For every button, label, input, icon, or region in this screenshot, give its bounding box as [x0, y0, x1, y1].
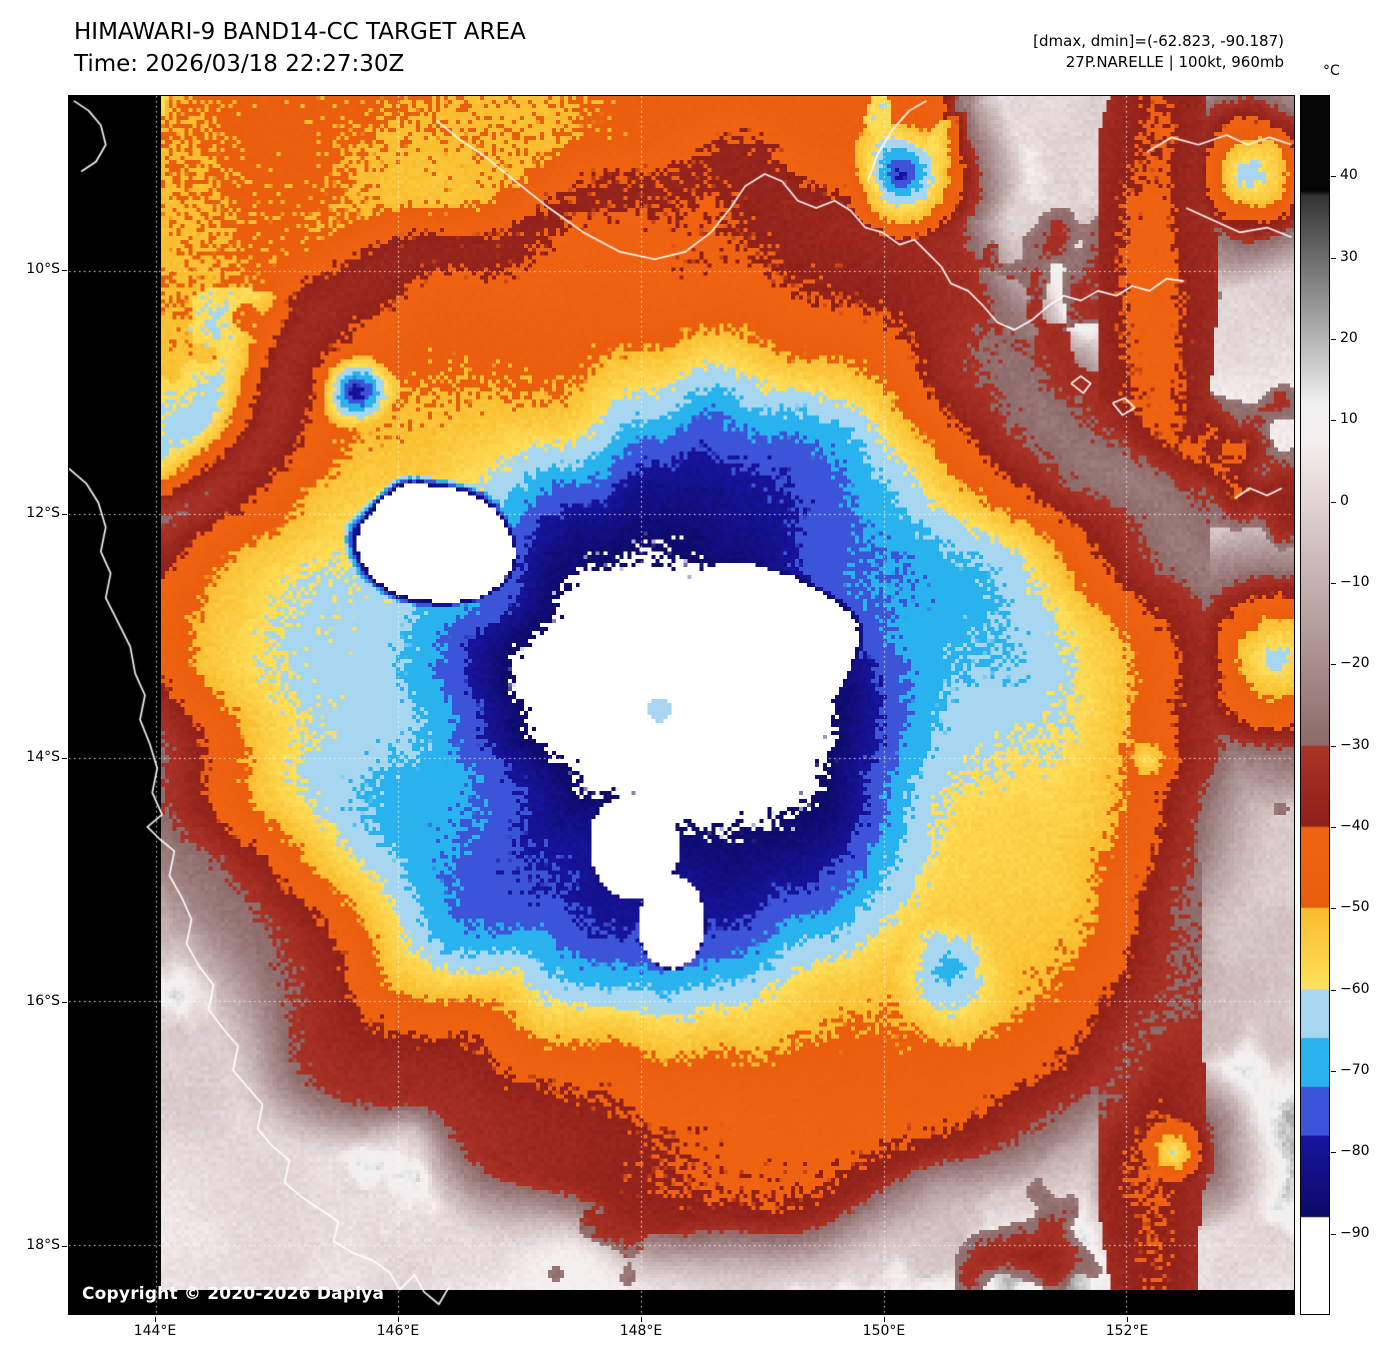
colorbar-tick-label: −10 — [1340, 574, 1370, 590]
colorbar-tick-mark — [1331, 176, 1336, 178]
colorbar-tick-mark — [1331, 420, 1336, 422]
lat-tick-label: 14°S — [26, 748, 60, 765]
copyright-label: Copyright © 2020-2026 Dapiya — [82, 1284, 385, 1304]
colorbar-tick-label: 10 — [1340, 411, 1358, 428]
lat-tick-label: 18°S — [26, 1236, 60, 1253]
colorbar-tick-mark — [1331, 583, 1336, 584]
colorbar — [1300, 95, 1330, 1315]
colorbar-tick-label: 30 — [1340, 248, 1358, 265]
colorbar-tick-label: −70 — [1340, 1062, 1370, 1078]
figure-title: HIMAWARI-9 BAND14-CC TARGET AREA — [74, 19, 526, 45]
colorbar-tick-mark — [1331, 908, 1336, 910]
colorbar-tick-mark — [1331, 664, 1336, 666]
colorbar-gradient — [1301, 96, 1329, 1314]
figure-timestamp: Time: 2026/03/18 22:27:30Z — [74, 51, 405, 77]
colorbar-tick-label: −80 — [1340, 1143, 1370, 1160]
colorbar-tick-label: −30 — [1340, 736, 1370, 753]
lon-tick-label: 144°E — [133, 1323, 177, 1339]
lon-tick-label: 148°E — [619, 1323, 663, 1339]
colorbar-tick-label: −50 — [1340, 899, 1370, 916]
colorbar-tick-label: 0 — [1340, 492, 1349, 509]
lon-tick-label: 150°E — [862, 1323, 906, 1339]
lon-tick-mark — [1127, 1317, 1129, 1322]
storm-readout: 27P.NARELLE | 100kt, 960mb — [1065, 53, 1284, 71]
lat-tick-mark — [62, 1001, 67, 1003]
lon-tick-label: 152°E — [1105, 1323, 1149, 1339]
lat-tick-mark — [62, 513, 67, 515]
lon-tick-mark — [883, 1317, 885, 1322]
colorbar-tick-label: −20 — [1340, 655, 1370, 672]
colorbar-tick-mark — [1331, 1071, 1336, 1072]
colorbar-tick-label: −40 — [1340, 818, 1370, 834]
lat-tick-mark — [62, 1245, 67, 1247]
lat-tick-mark — [62, 757, 67, 759]
colorbar-tick-label: −60 — [1340, 980, 1370, 997]
lon-tick-mark — [641, 1317, 642, 1322]
colorbar-tick-mark — [1331, 339, 1336, 340]
colorbar-tick-mark — [1331, 257, 1336, 259]
lon-tick-mark — [154, 1317, 156, 1322]
dmax-dmin-readout: [dmax, dmin]=(-62.823, -90.187) — [1033, 32, 1284, 50]
lon-tick-mark — [397, 1317, 399, 1322]
lat-tick-mark — [62, 269, 67, 271]
lat-tick-label: 16°S — [26, 992, 60, 1009]
map-overlay-canvas — [69, 96, 1294, 1314]
colorbar-tick-mark — [1331, 827, 1336, 828]
lat-tick-label: 10°S — [26, 260, 60, 277]
title-block: HIMAWARI-9 BAND14-CC TARGET AREA Time: 2… — [74, 16, 526, 80]
colorbar-tick-mark — [1331, 1152, 1336, 1154]
colorbar-tick-mark — [1331, 501, 1336, 503]
colorbar-tick-mark — [1331, 1233, 1336, 1235]
lat-tick-label: 12°S — [26, 504, 60, 521]
colorbar-tick-label: −90 — [1340, 1224, 1370, 1241]
satellite-map: Copyright © 2020-2026 Dapiya — [68, 95, 1295, 1315]
colorbar-tick-mark — [1331, 745, 1336, 747]
colorbar-unit-label: °C — [1323, 63, 1340, 79]
colorbar-tick-mark — [1331, 989, 1336, 991]
info-block: [dmax, dmin]=(-62.823, -90.187) 27P.NARE… — [1033, 31, 1284, 73]
lon-tick-label: 146°E — [376, 1323, 420, 1339]
colorbar-tick-label: 40 — [1340, 167, 1358, 184]
colorbar-tick-label: 20 — [1340, 330, 1358, 346]
